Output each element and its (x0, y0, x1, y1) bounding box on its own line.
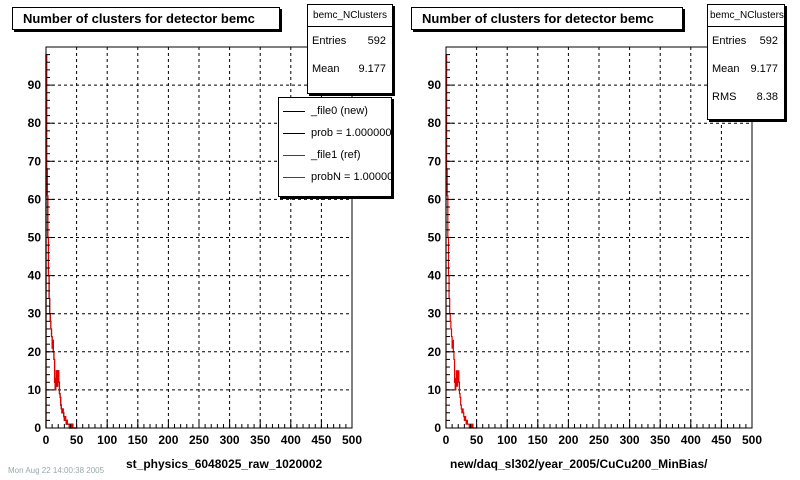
left-ytick-label-70: 70 (28, 154, 42, 168)
right-ytick-label-20: 20 (428, 345, 442, 359)
right-xtick-label-350: 350 (650, 433, 670, 447)
right-ytick-label-60: 60 (428, 192, 442, 206)
right-plot-title: Number of clusters for detector bemc (411, 7, 683, 30)
right-stats-box: bemc_NClusters Entries 592 Mean 9.177 RM… (707, 4, 785, 120)
left-stats-row-mean: Mean 9.177 (308, 55, 392, 83)
left-ytick-label-80: 80 (28, 116, 42, 130)
legend-label-prob: prob = 1.000000 (311, 127, 392, 139)
right-series-0 (445, 54, 478, 429)
right-xtick-label-200: 200 (558, 433, 578, 447)
left-ytick-label-60: 60 (28, 192, 42, 206)
right-xtick-label-100: 100 (497, 433, 517, 447)
left-xtick-label-350: 350 (250, 433, 270, 447)
left-plot-title: Number of clusters for detector bemc (12, 7, 280, 30)
right-ytick-label-70: 70 (428, 154, 442, 168)
left-ytick-label-50: 50 (28, 231, 42, 245)
right-stats-mean-value: 9.177 (750, 63, 778, 75)
left-xtick-label-450: 450 (311, 433, 331, 447)
right-ytick-label-10: 10 (428, 383, 442, 397)
left-ytick-label-0: 0 (34, 421, 41, 435)
right-stats-entries-label: Entries (712, 35, 747, 47)
right-xtick-label-50: 50 (470, 433, 484, 447)
right-xtick-label-500: 500 (742, 433, 762, 447)
legend-swatch-file1 (283, 154, 305, 156)
legend-swatch-prob (283, 132, 305, 134)
left-stats-entries-label: Entries (312, 35, 347, 47)
right-ytick-label-50: 50 (428, 231, 442, 245)
legend-swatch-file0 (283, 110, 305, 112)
right-stats-row-entries: Entries 592 (708, 27, 784, 55)
legend-label-file0: _file0 (new) (311, 105, 368, 117)
left-stats-row-entries: Entries 592 (308, 27, 392, 55)
left-ytick-label-30: 30 (28, 307, 42, 321)
left-ytick-label-10: 10 (28, 383, 42, 397)
left-ytick-label-20: 20 (28, 345, 42, 359)
right-xtick-label-0: 0 (443, 433, 450, 447)
left-stats-mean-value: 9.177 (358, 63, 386, 75)
left-stats-mean-label: Mean (312, 63, 340, 75)
right-x-axis-label: new/daq_sl302/year_2005/CuCu200_MinBias/ (450, 457, 708, 471)
left-xtick-label-0: 0 (43, 433, 50, 447)
legend-entry-probn: probN = 1.000000 (279, 166, 391, 188)
legend-swatch-probn (283, 176, 305, 178)
right-stats-rms-label: RMS (712, 91, 737, 103)
right-ytick-label-90: 90 (428, 78, 442, 92)
footer-timestamp: Mon Aug 22 14:00:38 2005 (8, 466, 105, 475)
right-ytick-label-80: 80 (428, 116, 442, 130)
left-xtick-label-400: 400 (281, 433, 301, 447)
left-series-1 (45, 54, 78, 429)
left-xtick-label-500: 500 (342, 433, 362, 447)
right-ytick-label-40: 40 (428, 269, 442, 283)
left-ytick-label-40: 40 (28, 269, 42, 283)
right-stats-rms-value: 8.38 (756, 91, 778, 103)
left-xtick-label-300: 300 (220, 433, 240, 447)
legend-label-probn: probN = 1.000000 (311, 171, 392, 183)
right-ytick-label-0: 0 (434, 421, 441, 435)
left-stats-entries-value: 592 (367, 35, 386, 47)
right-xtick-label-300: 300 (620, 433, 640, 447)
left-xtick-label-250: 250 (189, 433, 209, 447)
legend-entry-file1: _file1 (ref) (279, 144, 391, 166)
left-xtick-label-50: 50 (70, 433, 84, 447)
right-stats-row-mean: Mean 9.177 (708, 55, 784, 83)
right-xtick-label-450: 450 (711, 433, 731, 447)
left-xtick-label-200: 200 (158, 433, 178, 447)
legend-label-file1: _file1 (ref) (311, 149, 361, 161)
right-stats-mean-label: Mean (712, 63, 740, 75)
right-xtick-label-150: 150 (528, 433, 548, 447)
left-x-axis-label: st_physics_6048025_raw_1020002 (126, 457, 323, 471)
legend-entry-file0: _file0 (new) (279, 100, 391, 122)
right-ytick-label-30: 30 (428, 307, 442, 321)
left-ytick-label-90: 90 (28, 78, 42, 92)
left-xtick-label-150: 150 (128, 433, 148, 447)
left-legend: _file0 (new) prob = 1.000000 _file1 (ref… (278, 97, 392, 197)
right-xtick-label-400: 400 (681, 433, 701, 447)
left-series-0 (45, 54, 78, 429)
right-stats-name: bemc_NClusters (708, 5, 784, 27)
right-stats-entries-value: 592 (759, 35, 778, 47)
legend-entry-prob: prob = 1.000000 (279, 122, 391, 144)
right-xtick-label-250: 250 (589, 433, 609, 447)
left-xtick-label-100: 100 (97, 433, 117, 447)
left-stats-box: bemc_NClusters Entries 592 Mean 9.177 (307, 4, 393, 94)
left-stats-name: bemc_NClusters (308, 5, 392, 27)
right-stats-row-rms: RMS 8.38 (708, 83, 784, 111)
